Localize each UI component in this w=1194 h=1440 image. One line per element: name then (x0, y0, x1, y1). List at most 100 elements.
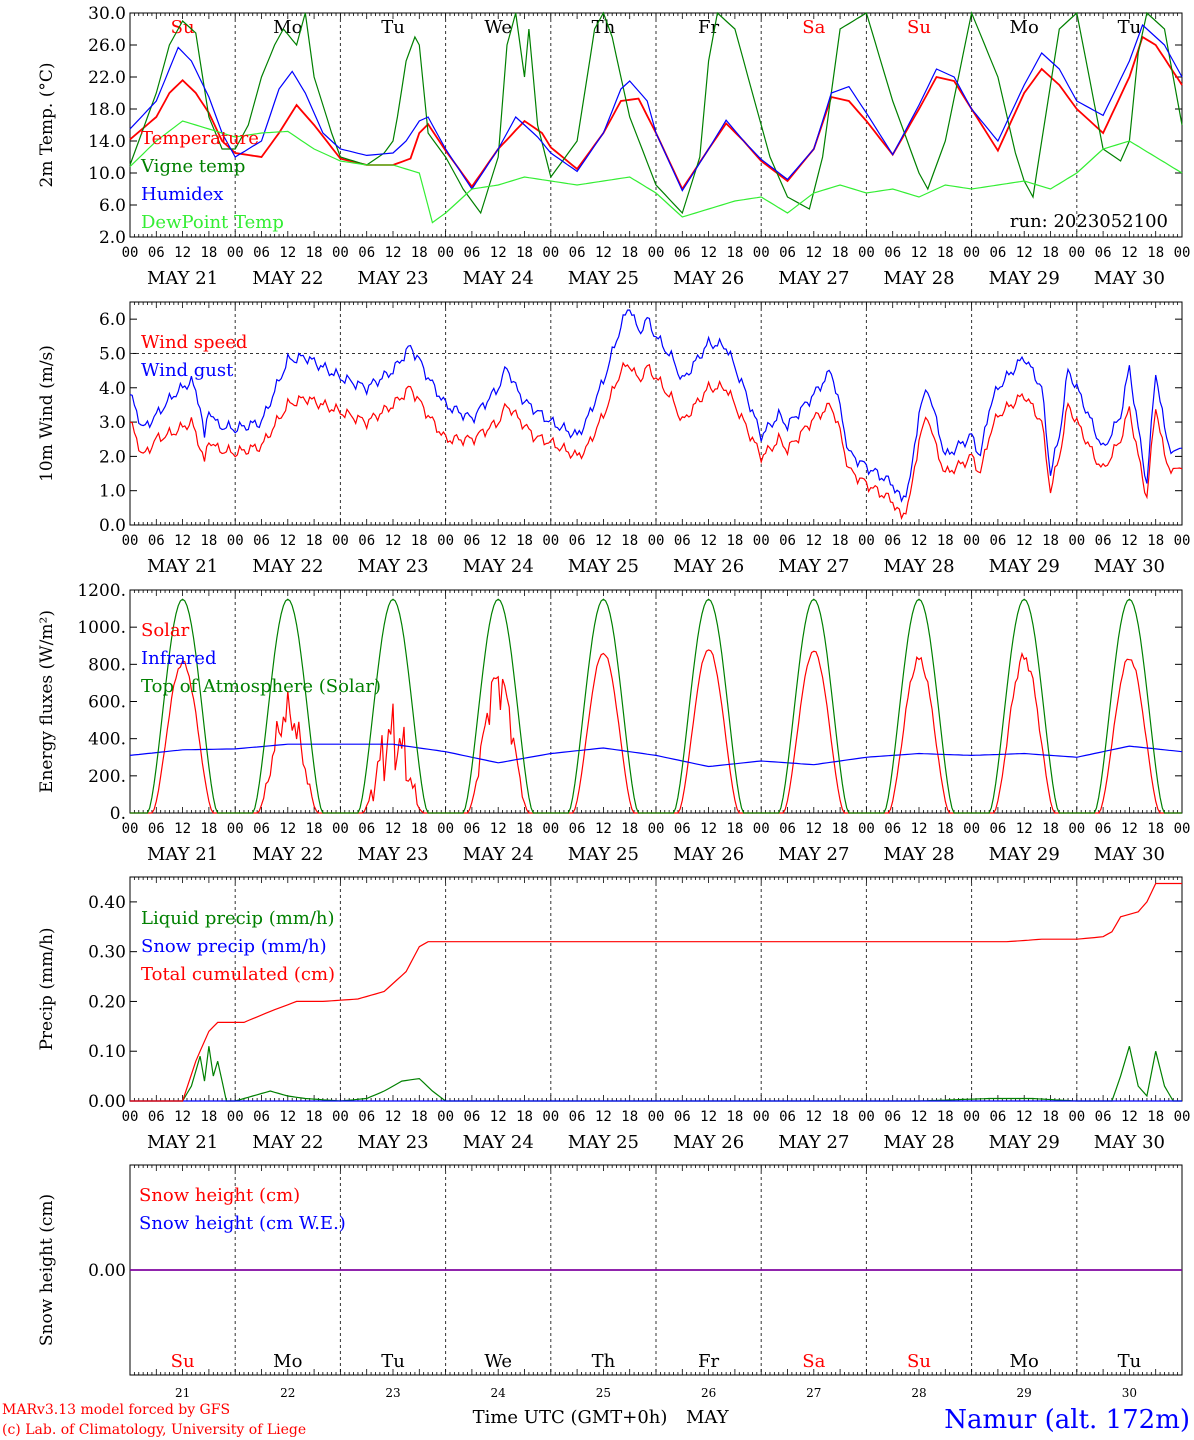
x-hour-label: 12 (279, 821, 296, 837)
x-date-label: MAY 28 (883, 1132, 954, 1153)
x-hour-label: 00 (542, 533, 559, 549)
legend-entry: DewPoint Temp (141, 212, 284, 233)
x-hour-label: 00 (858, 533, 875, 549)
x-hour-label: 18 (411, 1109, 428, 1125)
x-hour-label: 06 (779, 821, 796, 837)
x-hour-label: 00 (227, 533, 244, 549)
x-hour-label: 18 (1147, 245, 1164, 261)
x-hour-label: 12 (700, 245, 717, 261)
x-hour-label: 00 (332, 821, 349, 837)
x-date-label: MAY 28 (883, 556, 954, 577)
x-hour-label: 18 (832, 533, 849, 549)
x-hour-label: 12 (911, 533, 928, 549)
x-hour-label: 06 (358, 1109, 375, 1125)
y-tick-label: 600. (88, 693, 126, 713)
x-hour-label: 00 (227, 245, 244, 261)
x-hour-label: 06 (463, 1109, 480, 1125)
x-hour-label: 18 (1042, 1109, 1059, 1125)
x-hour-label: 00 (332, 245, 349, 261)
x-hour-label: 18 (1042, 245, 1059, 261)
x-hour-label: 18 (1147, 533, 1164, 549)
x-hour-label: 12 (279, 1109, 296, 1125)
day-number-label: 21 (175, 1386, 190, 1400)
x-hour-label: 18 (832, 821, 849, 837)
x-hour-label: 12 (595, 821, 612, 837)
day-number-label: 29 (1017, 1386, 1032, 1400)
x-hour-label: 12 (385, 821, 402, 837)
legend-entry: Snow precip (mm/h) (141, 936, 327, 957)
x-hour-label: 06 (674, 245, 691, 261)
x-hour-label: 00 (1174, 533, 1191, 549)
station-label: Namur (alt. 172m) (944, 1405, 1190, 1435)
x-hour-label: 00 (753, 821, 770, 837)
x-hour-label: 18 (200, 533, 217, 549)
x-hour-label: 06 (463, 821, 480, 837)
x-date-label: MAY 29 (989, 1132, 1060, 1153)
x-hour-label: 18 (411, 245, 428, 261)
x-hour-label: 00 (437, 1109, 454, 1125)
x-hour-label: 00 (1068, 1109, 1085, 1125)
weekday-label: We (484, 17, 512, 38)
y-tick-label: 0.20 (88, 992, 126, 1012)
x-hour-label: 18 (1042, 821, 1059, 837)
day-number-label: 28 (911, 1386, 926, 1400)
x-hour-label: 06 (674, 533, 691, 549)
x-hour-label: 12 (174, 533, 191, 549)
x-hour-label: 12 (595, 1109, 612, 1125)
x-date-label: MAY 23 (357, 1132, 428, 1153)
x-hour-label: 18 (411, 821, 428, 837)
x-date-label: MAY 28 (883, 844, 954, 865)
y-axis-label: Energy fluxes (W/m²) (37, 610, 57, 793)
x-hour-label: 12 (1121, 533, 1138, 549)
x-hour-label: 18 (411, 533, 428, 549)
x-hour-label: 06 (884, 1109, 901, 1125)
x-date-label: MAY 24 (463, 844, 534, 865)
x-hour-label: 12 (700, 1109, 717, 1125)
x-hour-label: 18 (621, 1109, 638, 1125)
x-hour-label: 18 (516, 821, 533, 837)
weekday-label: Sa (802, 1351, 825, 1372)
weekday-label: Sa (802, 17, 825, 38)
x-date-label: MAY 21 (147, 1132, 218, 1153)
x-hour-label: 12 (1121, 1109, 1138, 1125)
x-date-label: MAY 26 (673, 844, 744, 865)
x-hour-label: 00 (542, 821, 559, 837)
y-tick-label: 5.0 (99, 344, 126, 364)
x-date-label: MAY 30 (1094, 1132, 1165, 1153)
x-hour-label: 06 (358, 245, 375, 261)
y-tick-label: 1200. (77, 581, 126, 601)
day-number-label: 24 (491, 1386, 507, 1400)
y-tick-label: 1.0 (99, 482, 126, 502)
legend-entry: Solar (141, 620, 190, 641)
legend-entry: Snow height (cm W.E.) (139, 1213, 346, 1234)
x-hour-label: 18 (306, 821, 323, 837)
x-hour-label: 18 (516, 1109, 533, 1125)
weekday-label: Fr (698, 1351, 719, 1372)
plot-frame (129, 12, 1183, 238)
series-line-liquid-precip-mm-h (130, 1046, 1182, 1102)
x-hour-label: 00 (542, 1109, 559, 1125)
weekday-label: Su (907, 17, 931, 38)
x-date-label: MAY 24 (463, 556, 534, 577)
x-hour-label: 18 (200, 245, 217, 261)
x-hour-label: 06 (253, 821, 270, 837)
x-hour-label: 12 (911, 821, 928, 837)
x-hour-label: 00 (963, 821, 980, 837)
x-hour-label: 00 (227, 1109, 244, 1125)
series-line-humidex (129, 23, 1183, 192)
x-hour-label: 00 (1174, 1109, 1191, 1125)
weekday-label: Su (171, 1351, 195, 1372)
day-number-label: 30 (1122, 1386, 1137, 1400)
x-hour-label: 00 (1068, 533, 1085, 549)
y-tick-label: 22.0 (88, 68, 126, 88)
x-hour-label: 00 (437, 821, 454, 837)
x-hour-label: 06 (253, 533, 270, 549)
x-hour-label: 00 (1068, 245, 1085, 261)
series-line-vigne-temp (129, 10, 1183, 215)
x-hour-label: 12 (911, 245, 928, 261)
x-date-label: MAY 22 (252, 844, 323, 865)
x-hour-label: 06 (1095, 1109, 1112, 1125)
x-hour-label: 12 (1016, 1109, 1033, 1125)
y-tick-label: 2.0 (99, 228, 126, 248)
x-hour-label: 18 (726, 1109, 743, 1125)
